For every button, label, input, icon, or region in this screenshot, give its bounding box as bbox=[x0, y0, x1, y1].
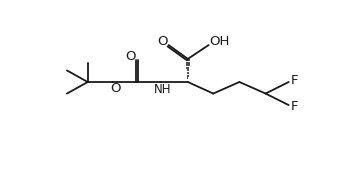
Text: O: O bbox=[157, 35, 168, 48]
Text: F: F bbox=[291, 100, 299, 113]
Text: O: O bbox=[110, 82, 121, 95]
Text: NH: NH bbox=[154, 83, 171, 96]
Text: O: O bbox=[125, 50, 135, 63]
Text: F: F bbox=[291, 74, 299, 87]
Text: OH: OH bbox=[209, 35, 230, 48]
